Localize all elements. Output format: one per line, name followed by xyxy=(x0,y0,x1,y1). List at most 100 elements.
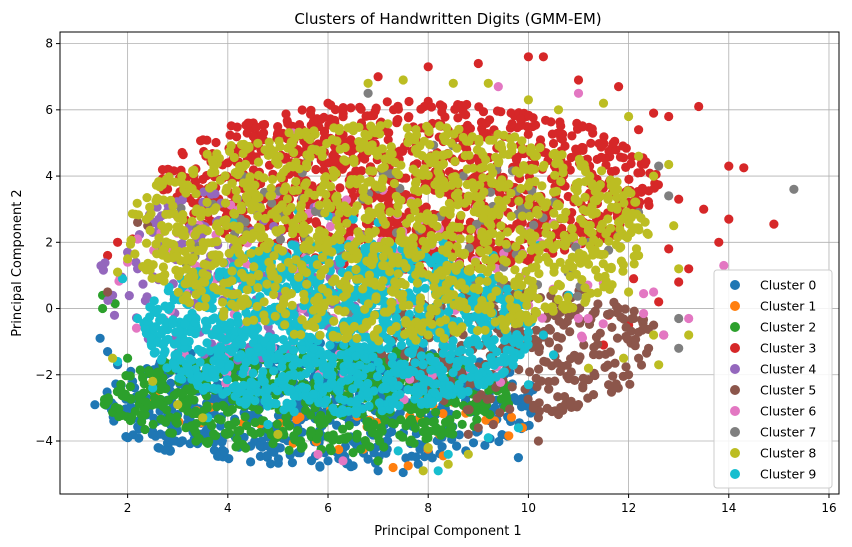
data-point xyxy=(383,334,393,344)
data-point xyxy=(319,112,329,122)
data-point xyxy=(608,371,618,381)
data-point xyxy=(506,412,517,422)
data-point xyxy=(241,398,251,408)
data-point xyxy=(719,260,729,271)
data-point xyxy=(180,336,190,346)
data-point xyxy=(245,347,255,357)
data-point xyxy=(573,75,584,85)
data-point xyxy=(456,210,466,220)
data-point xyxy=(249,429,259,439)
data-point xyxy=(513,453,524,463)
data-point xyxy=(430,388,440,398)
data-point xyxy=(484,376,494,386)
data-point xyxy=(403,113,413,123)
data-point xyxy=(454,430,464,440)
data-point xyxy=(103,287,113,297)
data-point xyxy=(580,192,590,202)
data-point xyxy=(351,166,361,176)
data-point xyxy=(577,331,587,341)
data-point xyxy=(158,340,168,350)
data-point xyxy=(323,98,333,108)
data-point xyxy=(131,323,142,333)
data-point xyxy=(468,438,479,448)
data-point xyxy=(294,120,305,130)
data-point xyxy=(219,447,229,457)
data-point xyxy=(308,389,318,399)
data-point xyxy=(325,221,335,232)
data-point xyxy=(155,315,165,325)
data-point xyxy=(275,443,285,453)
data-point xyxy=(292,414,302,425)
data-point xyxy=(462,99,472,110)
data-point xyxy=(140,424,150,435)
data-point xyxy=(164,282,174,292)
data-point xyxy=(334,408,345,418)
data-point xyxy=(125,382,135,392)
data-point xyxy=(684,264,694,274)
data-point xyxy=(195,357,205,367)
data-point xyxy=(250,417,260,428)
data-point xyxy=(440,417,451,427)
data-point xyxy=(418,338,428,348)
data-point xyxy=(304,188,314,198)
data-point xyxy=(399,359,409,369)
data-point xyxy=(290,370,300,381)
data-point xyxy=(586,138,596,148)
data-point xyxy=(380,415,390,425)
data-point xyxy=(410,394,420,404)
data-point xyxy=(150,347,160,357)
data-point xyxy=(96,261,106,271)
data-point xyxy=(461,311,471,321)
data-point xyxy=(145,312,155,322)
data-point xyxy=(674,277,684,287)
data-point xyxy=(447,252,457,262)
data-point xyxy=(254,405,264,415)
data-point xyxy=(216,333,226,343)
data-point xyxy=(604,380,614,390)
data-point xyxy=(263,419,273,430)
data-point xyxy=(600,362,610,372)
data-point xyxy=(649,108,659,118)
data-point xyxy=(342,218,352,228)
data-point xyxy=(549,220,560,230)
data-point xyxy=(407,349,417,359)
data-point xyxy=(124,291,134,301)
data-point xyxy=(167,428,177,438)
data-point xyxy=(714,237,724,247)
data-point xyxy=(222,375,232,385)
data-point xyxy=(478,128,488,138)
data-point xyxy=(374,398,385,408)
data-point xyxy=(150,322,160,332)
data-point xyxy=(534,343,545,353)
data-point xyxy=(557,223,567,234)
data-point xyxy=(724,214,734,224)
data-point xyxy=(403,461,413,471)
data-point xyxy=(488,419,498,430)
data-point xyxy=(412,284,422,294)
data-point xyxy=(334,444,344,455)
data-point xyxy=(157,379,167,389)
data-point xyxy=(493,82,503,92)
data-point xyxy=(452,143,462,153)
data-point xyxy=(684,313,694,324)
data-point xyxy=(382,97,392,107)
data-point xyxy=(394,401,404,411)
data-points xyxy=(90,52,799,478)
data-point xyxy=(339,367,349,377)
data-point xyxy=(565,327,575,337)
data-point xyxy=(169,166,179,176)
data-point xyxy=(544,384,554,394)
data-point xyxy=(596,142,606,152)
data-point xyxy=(314,374,324,384)
data-point xyxy=(298,441,308,451)
data-point xyxy=(360,304,370,314)
data-point xyxy=(548,350,559,360)
data-point xyxy=(428,417,438,427)
data-point xyxy=(309,343,319,354)
data-point xyxy=(172,418,182,428)
data-point xyxy=(495,408,505,418)
data-point xyxy=(335,183,345,193)
data-point xyxy=(643,197,654,207)
data-point xyxy=(623,334,633,344)
data-point xyxy=(533,436,544,446)
